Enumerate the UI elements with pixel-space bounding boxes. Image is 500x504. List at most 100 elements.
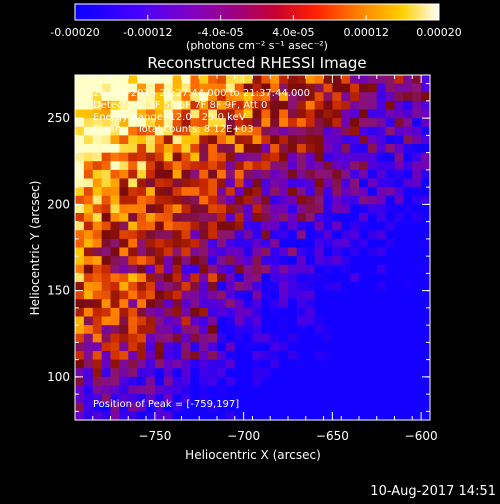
chart-title: Reconstructed RHESSI Image: [147, 54, 366, 72]
heatmap-cell: [190, 376, 200, 387]
heatmap-cell: [225, 385, 236, 395]
heatmap-cell: [181, 385, 191, 395]
heatmap-cell: [367, 178, 378, 188]
heatmap-cell: [332, 264, 342, 274]
heatmap-cell: [341, 213, 351, 223]
heatmap-cell: [83, 256, 94, 266]
heatmap-cell: [243, 118, 254, 128]
heatmap-cell: [394, 307, 404, 318]
heatmap-cell: [403, 282, 413, 292]
heatmap-cell: [75, 359, 85, 369]
heatmap-cell: [128, 299, 138, 309]
heatmap-cell: [208, 256, 218, 266]
heatmap-cell: [252, 187, 262, 197]
heatmap-cell: [181, 204, 191, 214]
heatmap-cell: [172, 92, 183, 102]
heatmap-cell: [101, 83, 112, 93]
heatmap-cell: [332, 109, 342, 119]
heatmap-cell: [359, 359, 369, 369]
heatmap-cell: [208, 161, 218, 171]
heatmap-cell: [279, 135, 289, 145]
heatmap-cell: [394, 221, 404, 231]
heatmap-cell: [172, 118, 183, 128]
heatmap-cell: [332, 273, 342, 283]
heatmap-cell: [217, 213, 227, 223]
heatmap-cell: [305, 247, 316, 257]
heatmap-cell: [225, 109, 236, 119]
heatmap-cell: [137, 178, 147, 188]
heatmap-cell: [128, 385, 138, 395]
heatmap-cell: [83, 385, 94, 395]
heatmap-cell: [172, 75, 183, 85]
heatmap-cell: [385, 385, 396, 395]
heatmap-cell: [261, 299, 271, 309]
heatmap-cell: [208, 394, 218, 404]
heatmap-cell: [92, 385, 103, 395]
heatmap-cell: [296, 351, 307, 361]
heatmap-cell: [163, 359, 174, 369]
heatmap-cell: [110, 316, 120, 326]
heatmap-cell: [163, 273, 174, 283]
heatmap-cell: [243, 368, 254, 378]
heatmap-cell: [190, 187, 200, 197]
heatmap-cell: [288, 152, 298, 162]
peak-position-label: Position of Peak = [-759,197]: [93, 399, 239, 410]
heatmap-cell: [75, 264, 85, 274]
heatmap-cell: [421, 325, 431, 335]
heatmap-cell: [234, 109, 245, 119]
heatmap-cell: [332, 351, 342, 361]
heatmap-cell: [119, 307, 129, 318]
heatmap-cell: [83, 118, 94, 128]
heatmap-cell: [367, 195, 378, 205]
heatmap-cell: [279, 83, 289, 93]
heatmap-cell: [305, 256, 316, 266]
heatmap-cell: [190, 402, 200, 412]
heatmap-cell: [367, 307, 378, 318]
heatmap-cell: [376, 144, 387, 154]
heatmap-cell: [288, 118, 298, 128]
heatmap-cell: [225, 178, 236, 188]
heatmap-cell: [385, 394, 396, 404]
heatmap-cell: [314, 282, 325, 292]
heatmap-cell: [110, 333, 120, 343]
heatmap-cell: [172, 152, 183, 162]
heatmap-cell: [243, 307, 254, 318]
heatmap-cell: [83, 109, 94, 119]
heatmap-cell: [137, 333, 147, 343]
heatmap-cell: [154, 359, 165, 369]
heatmap-cell: [350, 118, 360, 128]
heatmap-cell: [181, 83, 191, 93]
heatmap-cell: [296, 126, 307, 136]
heatmap-cell: [421, 230, 431, 240]
heatmap-cell: [376, 351, 387, 361]
heatmap-cell: [412, 238, 422, 249]
heatmap-cell: [146, 411, 156, 421]
heatmap-cell: [208, 402, 218, 412]
heatmap-cell: [199, 351, 209, 361]
heatmap-cell: [261, 238, 271, 249]
heatmap-cell: [225, 92, 236, 102]
heatmap-cell: [208, 75, 218, 85]
heatmap-cell: [190, 385, 200, 395]
heatmap-cell: [385, 92, 396, 102]
heatmap-cell: [270, 178, 280, 188]
heatmap-cell: [332, 333, 342, 343]
heatmap-cell: [270, 213, 280, 223]
heatmap-cell: [279, 126, 289, 136]
heatmap-cell: [367, 213, 378, 223]
heatmap-cell: [217, 83, 227, 93]
heatmap-cell: [190, 264, 200, 274]
heatmap-cell: [270, 195, 280, 205]
heatmap-cell: [234, 351, 245, 361]
heatmap-cell: [403, 178, 413, 188]
heatmap-cell: [332, 187, 342, 197]
heatmap-cell: [234, 161, 245, 171]
heatmap-cell: [296, 359, 307, 369]
heatmap-cell: [234, 411, 245, 421]
heatmap-cell: [110, 351, 120, 361]
heatmap-cell: [92, 118, 103, 128]
heatmap-cell: [75, 161, 85, 171]
heatmap-cell: [350, 144, 360, 154]
heatmap-cell: [110, 264, 120, 274]
